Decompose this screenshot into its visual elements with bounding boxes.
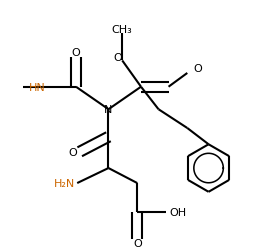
Text: O: O bbox=[194, 64, 202, 74]
Text: O: O bbox=[72, 48, 80, 58]
Text: O: O bbox=[113, 52, 122, 62]
Text: HN: HN bbox=[29, 82, 46, 92]
Text: N: N bbox=[104, 105, 113, 115]
Text: OH: OH bbox=[169, 207, 186, 217]
Text: O: O bbox=[133, 238, 142, 248]
Text: O: O bbox=[68, 147, 77, 157]
Text: H₂N: H₂N bbox=[53, 178, 75, 188]
Text: CH₃: CH₃ bbox=[112, 25, 133, 35]
